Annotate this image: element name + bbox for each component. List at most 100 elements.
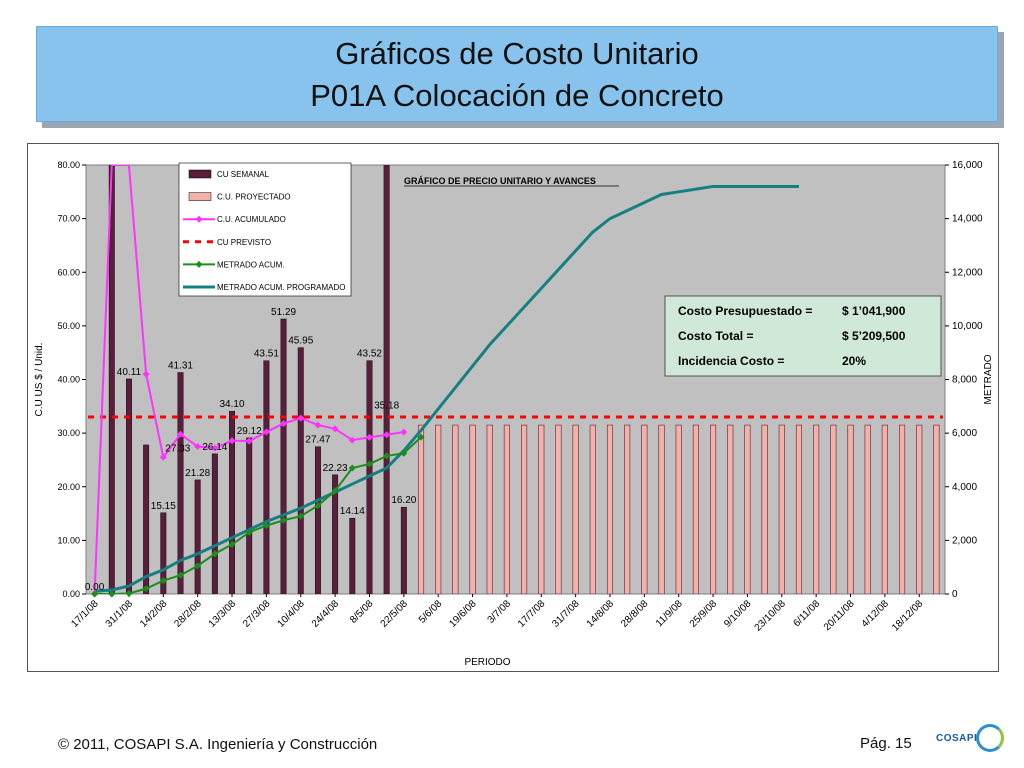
legend-label: C.U. PROYECTADO [217,193,291,202]
marker-cu-acumulado [245,437,253,445]
data-label-cu-semanal: 0.00 [85,582,105,593]
marker-cu-acumulado [194,443,202,451]
x-tick-label: 6/11/08 [791,598,822,629]
bar-cu-proyectado [624,424,631,594]
bar-cu-proyectado [469,424,476,594]
info-box-value: 20% [842,354,866,368]
page-number: Pág. 15 [860,735,912,752]
marker-metrado-acum [91,590,99,598]
info-box-value: $ 5’209,500 [842,329,906,343]
bar-cu-semanal [400,506,407,594]
slide-title-line-2: P01A Colocación de Concreto [310,78,724,113]
y-tick-label: 40.00 [57,375,80,385]
x-tick-label: 17/7/08 [516,598,548,630]
x-tick-label: 19/6/08 [447,598,479,630]
bar-cu-proyectado [452,424,459,594]
legend-label: C.U. ACUMULADO [217,215,286,224]
bar-cu-semanal [143,444,150,594]
y2-tick-label: 2,000 [952,535,977,546]
cost-chart: 0.00 10.00 20.00 30.00 40.00 50.00 60.00 70.00 8… [34,160,994,668]
x-tick-label: 20/11/08 [822,598,857,633]
data-label-cu-semanal: 43.51 [254,349,279,360]
marker-metrado-acum [314,502,322,510]
legend-label: METRADO ACUM. PROGRAMADO [217,283,345,292]
marker-cu-acumulado [365,433,373,441]
data-label-cu-semanal: 41.31 [168,360,193,371]
legend-swatch [188,192,212,201]
marker-cu-acumulado [176,430,184,438]
marker-metrado-acum [348,464,356,472]
x-axis-label: PERIODO [464,657,510,668]
marker-metrado-acum [108,590,116,598]
marker-metrado-acum [297,512,305,520]
bar-cu-proyectado [435,424,442,594]
marker-cu-acumulado [262,428,270,436]
bar-cu-semanal [211,453,218,594]
x-tick-label: 18/12/08 [890,598,926,634]
bar-cu-semanal [126,378,132,594]
bar-cu-semanal [108,165,115,594]
bar-cu-proyectado [692,424,699,594]
info-box-label: Costo Presupuestado = [678,304,812,318]
bar-cu-semanal [314,446,321,594]
logo-ring-icon [976,724,1004,752]
marker-cu-acumulado [383,431,391,439]
legend-box [178,162,352,297]
chart-frame: 0.00 10.00 20.00 30.00 40.00 50.00 60.00 70.00 8… [27,143,999,672]
x-tick-label: 13/3/08 [207,598,239,630]
legend-label: CU PREVISTO [217,238,271,247]
marker-metrado-acum [280,516,288,524]
cosapi-logo: COSAPI [934,722,1010,758]
bar-cu-semanal [349,517,356,594]
legend-label: METRADO ACUM. [217,260,285,269]
bar-cu-proyectado [521,424,528,594]
x-tick-label: 23/10/08 [753,598,789,634]
slide-title-line-1: Gráficos de Costo Unitario [335,36,699,71]
x-tick-label: 25/9/08 [688,598,720,630]
footer-copyright: © 2011, COSAPI S.A. Ingeniería y Constru… [58,736,378,753]
data-label-cu-semanal: 45.95 [288,336,313,347]
bar-cu-proyectado [881,424,888,594]
y-axis-label: C.U US $ / Unid. [34,343,45,417]
x-tick-label: 8/5/08 [348,598,376,626]
bar-cu-proyectado [727,424,734,594]
bar-cu-proyectado [899,424,906,594]
y2-tick-label: 16,000 [952,160,983,171]
marker-cu-acumulado [314,421,322,429]
bar-cu-semanal [229,410,235,594]
x-tick-label: 22/5/08 [379,598,411,630]
x-tick-label: 28/2/08 [172,598,204,630]
bar-cu-proyectado [761,424,768,594]
y2-tick-label: 10,000 [952,321,983,332]
legend-label: CU SEMANAL [217,170,270,179]
bar-cu-proyectado [933,424,940,594]
y-tick-label: 50.00 [57,321,80,331]
marker-cu-acumulado [280,419,288,427]
x-tick-label: 14/8/08 [585,598,617,630]
data-label-cu-semanal: 43.52 [357,349,382,360]
x-tick-label: 17/1/08 [69,598,101,630]
bar-cu-semanal [177,372,184,594]
bar-cu-proyectado [503,424,510,594]
logo-text: COSAPI [936,733,978,744]
data-label-cu-semanal: 16.20 [391,495,416,506]
data-label-cu-semanal: 22.23 [323,463,348,474]
marker-cu-acumulado [348,436,356,444]
bar-cu-semanal [263,360,270,594]
legend-marker [195,215,203,223]
x-tick-label: 27/3/08 [241,598,273,630]
data-label-cu-semanal: 27.47 [305,435,330,446]
marker-cu-acumulado [159,453,167,461]
x-tick-label: 3/7/08 [486,598,514,626]
y2-tick-label: 12,000 [952,267,983,278]
info-box [664,295,942,377]
marker-metrado-acum [400,449,408,457]
marker-metrado-acum [331,487,339,495]
y2-tick-label: 0 [952,589,958,600]
x-tick-label: 31/1/08 [104,598,136,630]
marker-metrado-acum [417,433,425,441]
marker-metrado-acum [194,562,202,570]
slide-title-box: Gráficos de Costo Unitario P01A Colocaci… [36,26,998,122]
marker-cu-acumulado [331,425,339,433]
x-tick-label: 31/7/08 [550,598,582,630]
